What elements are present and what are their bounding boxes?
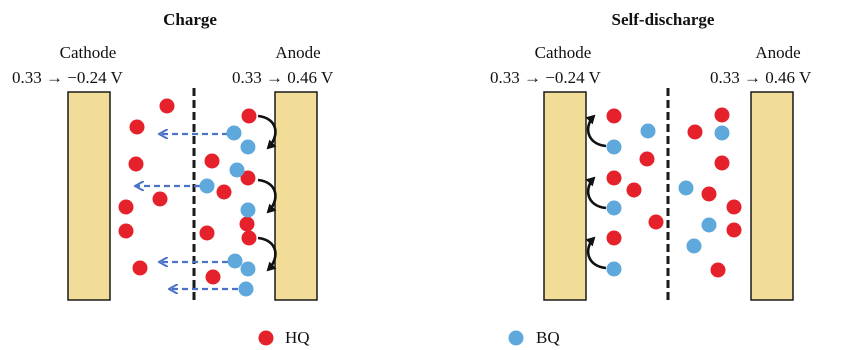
hq-molecule [606,108,622,124]
hq-molecule [118,199,134,215]
bq-molecule [714,125,730,141]
charge-oxidation-arrow [257,236,277,272]
self-discharge-anode-electrode [750,91,794,301]
bq-molecule [240,202,256,218]
charge-anode-label: Anode [275,43,321,62]
bq-molecule [686,238,702,254]
hq-molecule [128,156,144,172]
hq-molecule [687,124,703,140]
self-discharge-reduction-arrow [585,176,607,210]
hq-molecule [710,262,726,278]
bq-molecule [240,261,256,277]
bq-molecule [229,162,245,178]
bq-molecule [678,180,694,196]
hq-molecule [714,107,730,123]
bq-molecule [240,139,256,155]
self-discharge-cathode-electrode [543,91,587,301]
hq-molecule [714,155,730,171]
self-discharge-anode-label: Anode [755,43,801,62]
hq-molecule [648,214,664,230]
self-discharge-title: Self-discharge [611,10,715,29]
hq-molecule [118,223,134,239]
hq-molecule [240,170,256,186]
legend-hq-swatch [258,330,274,346]
hq-molecule [216,184,232,200]
bq-molecule [199,178,215,194]
bq-molecule [606,200,622,216]
bq-molecule [640,123,656,139]
bq-molecule [227,253,243,269]
bq-molecule [606,261,622,277]
hq-molecule [701,186,717,202]
hq-molecule [606,170,622,186]
hq-molecule [239,216,255,232]
charge-anode-voltage: 0.33 → 0.46 V [232,68,334,87]
bq-molecule [226,125,242,141]
self-discharge-reduction-arrow [585,236,607,270]
self-discharge-anode-voltage: 0.33 → 0.46 V [710,68,812,87]
hq-molecule [639,151,655,167]
self-discharge-cathode-voltage: 0.33 → −0.24 V [490,68,601,87]
hq-molecule [132,260,148,276]
hq-molecule [205,269,221,285]
hq-molecule [199,225,215,241]
hq-molecule [606,230,622,246]
hq-molecule [626,182,642,198]
bq-molecule [238,281,254,297]
hq-molecule [241,230,257,246]
self-discharge-reduction-arrow [585,114,607,148]
charge-oxidation-arrow [257,114,277,150]
charge-title: Charge [163,10,217,29]
hq-molecule [241,108,257,124]
hq-molecule [726,199,742,215]
hq-molecule [159,98,175,114]
self-discharge-cathode-label: Cathode [534,43,592,62]
charge-anode-electrode [274,91,318,301]
hq-molecule [152,191,168,207]
charge-cathode-label: Cathode [59,43,117,62]
bq-molecule [701,217,717,233]
legend-bq-label: BQ [536,328,560,347]
legend-hq-label: HQ [285,328,310,347]
charge-cathode-voltage: 0.33 → −0.24 V [12,68,123,87]
charge-oxidation-arrow [257,178,277,214]
bq-molecule [606,139,622,155]
hq-molecule [129,119,145,135]
charge-cathode-electrode [67,91,111,301]
hq-molecule [726,222,742,238]
hq-molecule [204,153,220,169]
legend-bq-swatch [508,330,524,346]
